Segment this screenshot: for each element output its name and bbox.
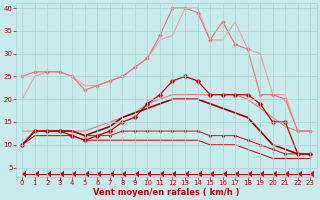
X-axis label: Vent moyen/en rafales ( km/h ): Vent moyen/en rafales ( km/h )	[93, 188, 239, 197]
